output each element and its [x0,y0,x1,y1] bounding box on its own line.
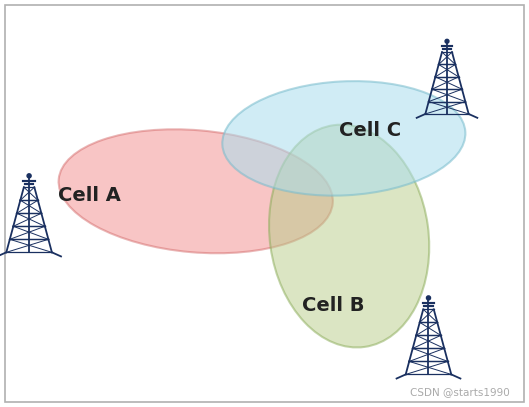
Text: CSDN @starts1990: CSDN @starts1990 [411,387,510,397]
Circle shape [426,296,431,300]
Text: Cell A: Cell A [59,186,121,205]
Ellipse shape [59,129,333,253]
Ellipse shape [222,81,466,196]
Circle shape [445,39,449,43]
Ellipse shape [269,125,429,348]
Text: Cell B: Cell B [302,296,364,315]
Circle shape [27,174,31,178]
Text: Cell C: Cell C [339,121,402,140]
